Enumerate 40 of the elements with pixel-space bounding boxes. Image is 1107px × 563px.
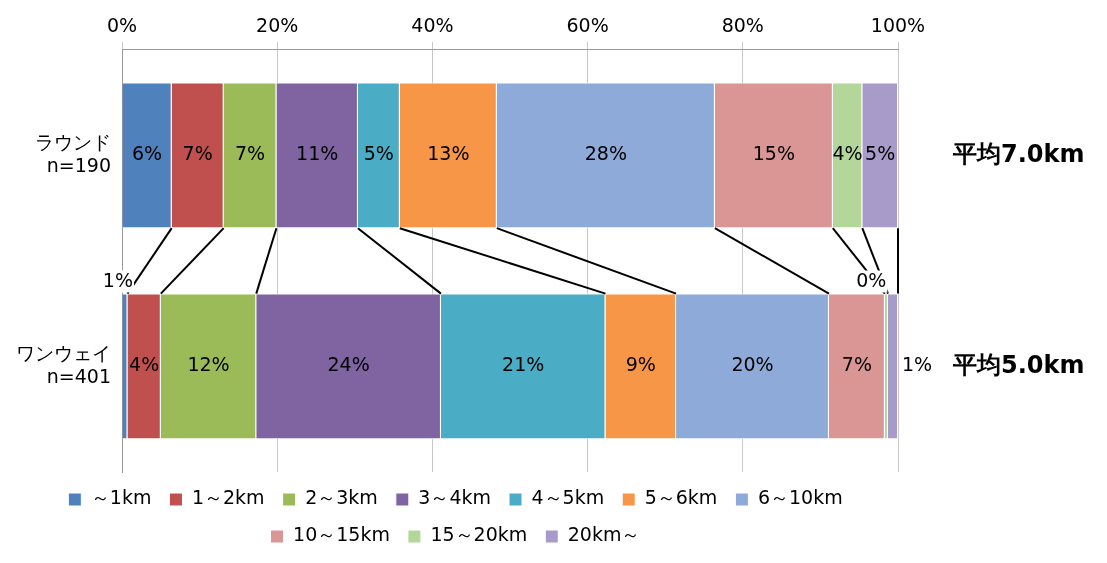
legend-label: 10～15km [293,523,390,546]
x-tick-label: 0% [106,14,138,37]
data-label: 15% [752,142,795,165]
text: 平均7.0km [952,139,1085,168]
data-label: 4% [832,142,863,165]
data-label: 28% [584,142,627,165]
data-label: 6% [132,142,163,165]
data-label: 20% [731,353,774,376]
data-label: 11% [296,142,339,165]
data-label: 13% [427,142,470,165]
data-label: 21% [502,353,545,376]
data-label: 4% [129,353,160,376]
legend-label: 15～20km [430,523,528,546]
x-tick-label: 100% [870,14,926,37]
data-label: 24% [327,353,370,376]
data-label: 1% [901,353,933,376]
y-tick-label: ラウンド n=190 [35,130,111,176]
text: 平均5.0km [952,350,1085,379]
legend-label: 3～4km [418,486,492,509]
data-label: 7% [841,353,872,376]
x-tick-label: 60% [566,14,609,37]
legend-label: 20km～ [567,523,641,546]
data-label: 0% [856,268,887,291]
data-label: 9% [625,353,656,376]
legend-label: ～1km [90,486,152,509]
legend-label: 5～6km [644,486,718,509]
x-tick-label: 20% [256,14,299,37]
data-label: 7% [182,142,213,165]
data-label: 12% [187,353,230,376]
x-tick-label: 80% [721,14,764,37]
legend-label: 2～3km [305,486,378,509]
data-label: 7% [234,142,266,165]
data-label: 1% [102,268,133,291]
x-tick-label: 40% [411,14,454,37]
legend-label: 4～5km [531,486,605,509]
legend-label: 6～10km [757,486,843,509]
data-label: 5% [363,142,394,165]
y-tick-label: ワンウェイ n=401 [16,341,111,387]
data-label: 5% [865,142,896,165]
legend-label: 1～2km [191,486,265,509]
